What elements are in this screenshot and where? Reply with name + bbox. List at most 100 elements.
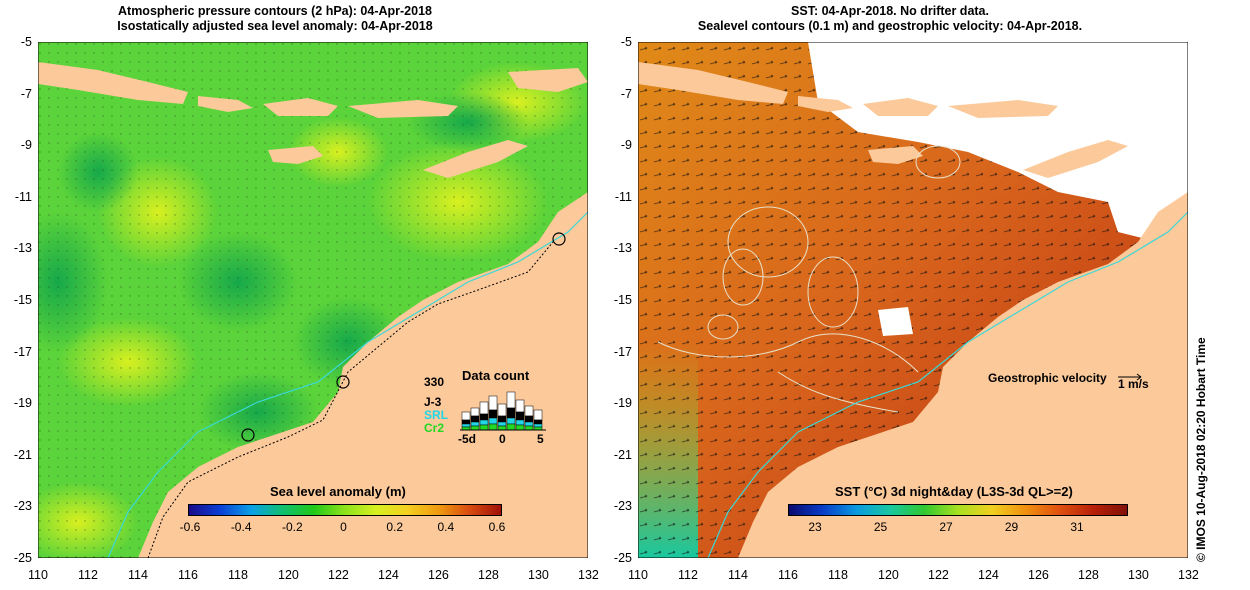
longitude-tick-label: 132 [578, 568, 599, 582]
bathymetry-contour-sst [707, 211, 1188, 558]
data-count-bar-total [461, 411, 471, 421]
longitude-tick-label: 122 [328, 568, 349, 582]
latitude-tick-label: -15 [613, 293, 632, 307]
latitude-tick-label: -9 [20, 138, 32, 153]
latitude-tick-label: -9 [620, 138, 632, 153]
data-count-bar-cr2 [524, 425, 534, 431]
lesser-sunda-islands-sst [798, 96, 1128, 178]
longitude-tick-label: 112 [678, 568, 698, 582]
longitude-tick-label: 122 [928, 568, 949, 582]
java-island [38, 62, 188, 104]
latitude-tick-label: -19 [613, 396, 632, 411]
sst-map [638, 42, 1188, 558]
data-count-bar-total [506, 391, 516, 409]
longitude-tick-label: 112 [78, 568, 98, 582]
data-count-bar-j3 [506, 407, 516, 419]
longitude-tick-label: 130 [528, 568, 549, 582]
left-colorbar-tick: -0.2 [281, 520, 303, 534]
left-title-line1: Atmospheric pressure contours (2 hPa): 0… [118, 4, 432, 18]
right-colorbar-tick: 25 [873, 520, 888, 534]
data-count-bar-srl [470, 421, 480, 427]
data-count-bar-srl [488, 417, 498, 425]
data-count-bar-total [533, 409, 543, 421]
data-count-bar-cr2 [497, 425, 507, 431]
left-colorbar-tick: 0.2 [386, 520, 403, 534]
data-count-bar-total [479, 401, 489, 415]
longitude-tick-label: 124 [378, 568, 399, 582]
longitude-tick-label: 110 [28, 568, 48, 582]
data-count-bar-srl [461, 423, 471, 428]
longitude-tick-label: 126 [428, 568, 449, 582]
latitude-tick-label: -25 [613, 551, 632, 565]
java-island-sst [638, 62, 788, 104]
longitude-tick-label: 114 [728, 568, 748, 582]
right-colorbar-tick: 29 [1004, 520, 1019, 534]
australia-land [138, 192, 588, 558]
right-title-line2: Sealevel contours (0.1 m) and geostrophi… [697, 19, 1083, 33]
data-count-x-tick-5: 5 [537, 432, 544, 446]
data-count-bar-total [524, 405, 534, 417]
timor-island [423, 140, 528, 178]
left-colorbar-tick: 0.4 [437, 520, 455, 534]
data-count-bar-srl [497, 421, 507, 427]
longitude-tick-label: 114 [128, 568, 148, 582]
latitude-tick-label: -25 [13, 551, 32, 565]
latitude-tick-label: -17 [13, 344, 32, 359]
longitude-tick-label: 118 [228, 568, 248, 582]
bali-lombok-island [198, 96, 253, 112]
latitude-tick-label: -5 [620, 35, 632, 49]
right-colorbar [788, 504, 1128, 516]
left-colorbar-tick: 0 [340, 520, 347, 534]
longitude-tick-label: 130 [1128, 568, 1149, 582]
longitude-tick-label: 120 [878, 568, 899, 582]
data-count-bar-srl [515, 419, 525, 426]
latitude-tick-label: -11 [14, 189, 32, 204]
latitude-tick-label: -17 [613, 344, 632, 359]
latitude-tick-label: -7 [20, 86, 32, 101]
longitude-tick-label: 116 [778, 568, 798, 582]
right-title-line1: SST: 04-Apr-2018. No drifter data. [791, 4, 989, 18]
tide-gauge-marker[interactable] [552, 232, 566, 246]
mission-label-srl: SRL [424, 408, 448, 422]
data-count-bar-j3 [479, 413, 489, 421]
tide-gauge-marker[interactable] [336, 375, 350, 389]
sumba-island [268, 146, 323, 164]
longitude-tick-label: 124 [978, 568, 999, 582]
longitude-tick-label: 116 [178, 568, 198, 582]
data-count-bar-total [470, 407, 480, 417]
longitude-tick-label: 128 [1078, 568, 1099, 582]
latitude-tick-label: -23 [613, 499, 632, 514]
right-colorbar-tick: 31 [1070, 520, 1084, 534]
data-count-bar-j3 [533, 419, 543, 425]
tide-gauge-marker[interactable] [241, 428, 255, 442]
data-count-bar-srl [533, 423, 543, 428]
latitude-tick-label: -21 [13, 447, 32, 462]
right-colorbar-label: SST (°C) 3d night&day (L3S-3d QL>=2) [835, 484, 1073, 499]
left-colorbar-label: Sea level anomaly (m) [270, 484, 406, 499]
latitude-tick-label: -13 [613, 241, 632, 256]
credit-text: © IMOS 10-Aug-2018 02:20 Hobart Time [1194, 337, 1208, 562]
data-count-bar-srl [479, 419, 489, 426]
sst-map-graphic [638, 42, 1188, 558]
data-count-bar-j3 [497, 415, 507, 423]
data-count-bar-j3 [488, 409, 498, 419]
latitude-tick-label: -13 [13, 241, 32, 256]
latitude-tick-label: -21 [613, 447, 632, 462]
data-count-bar-total [515, 399, 525, 413]
velocity-legend-scale: 1 m/s [1118, 377, 1149, 391]
data-count-bars [460, 391, 546, 431]
data-count-bar-j3 [515, 411, 525, 421]
left-colorbar-tick: -0.4 [230, 520, 252, 534]
sea-level-contours [657, 145, 961, 413]
right-colorbar-tick: 27 [939, 520, 953, 534]
longitude-tick-label: 118 [828, 568, 848, 582]
data-count-bar-cr2 [479, 424, 489, 431]
latitude-tick-label: -11 [614, 189, 632, 204]
data-count-bar-j3 [470, 415, 480, 423]
data-count-bar-j3 [524, 415, 534, 423]
latitude-tick-label: -5 [20, 35, 32, 49]
left-colorbar [188, 504, 502, 516]
data-count-bar-j3 [461, 419, 471, 425]
data-count-bar-srl [524, 421, 534, 427]
longitude-tick-label: 110 [628, 568, 648, 582]
